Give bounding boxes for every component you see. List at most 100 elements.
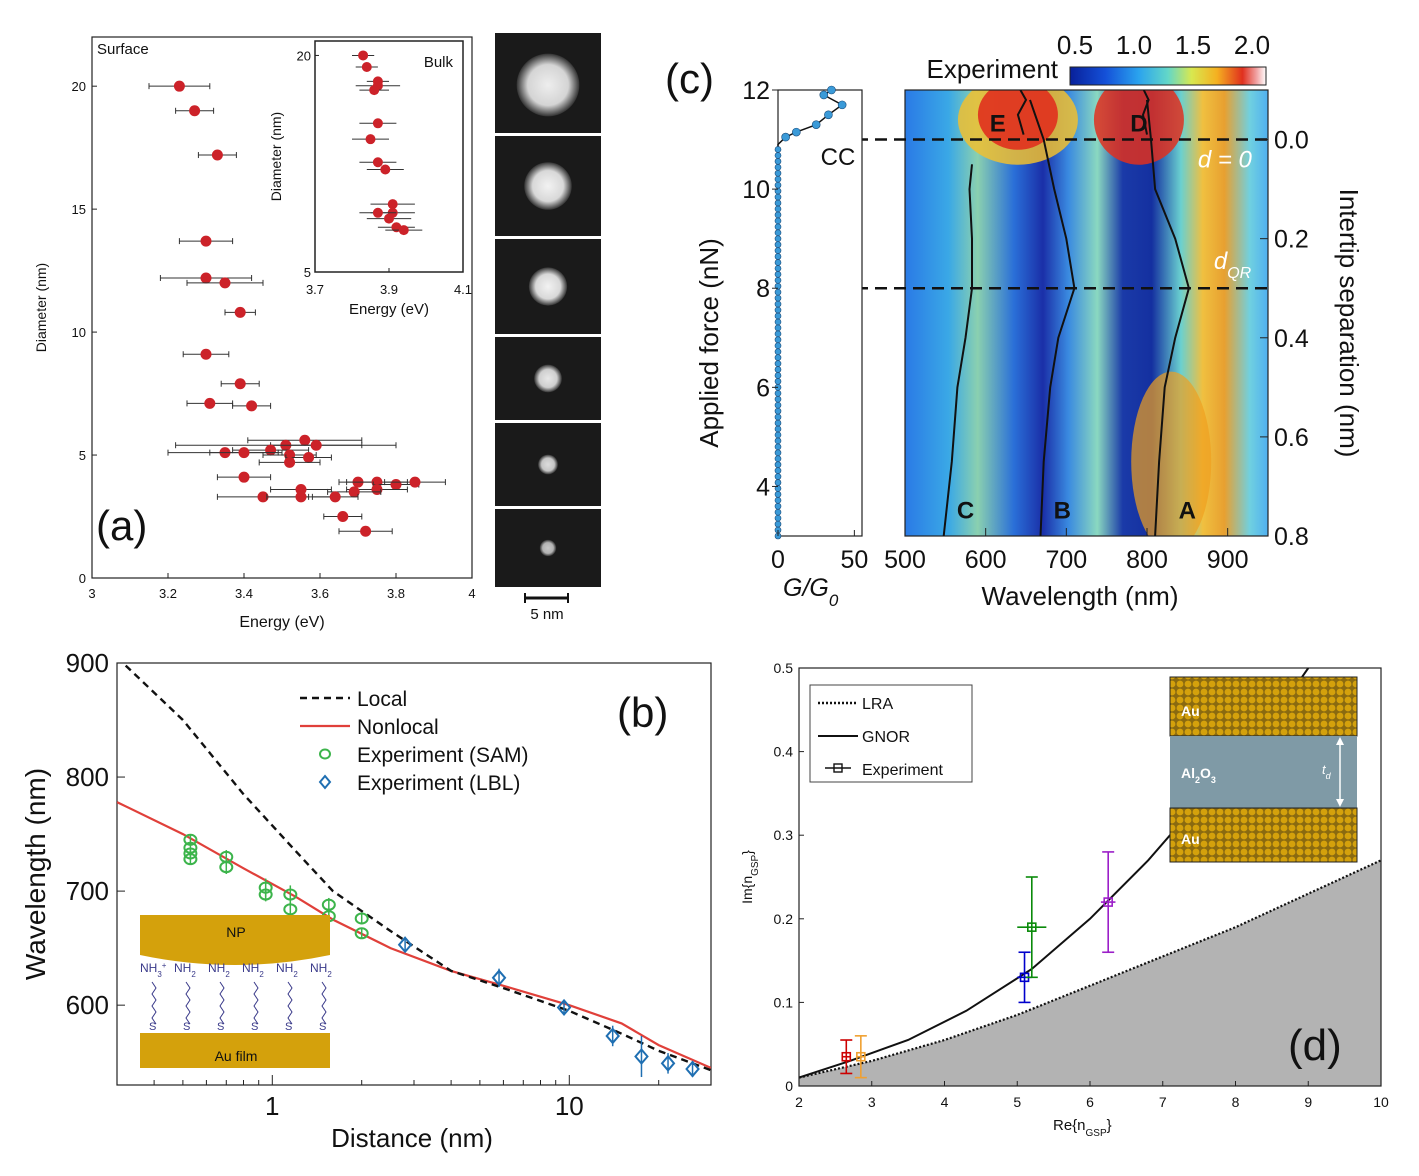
panel-c-right-label: Intertip separation (nm)	[1334, 189, 1364, 458]
au-bottom-label: Au	[1181, 831, 1200, 847]
panel-a-ytick-label: 0	[79, 571, 86, 586]
conductance-point	[827, 85, 836, 95]
conductance-point	[774, 271, 782, 278]
conductance-point	[774, 152, 782, 159]
conductance-point	[774, 241, 782, 248]
panel-a-xtick-label: 3.6	[311, 586, 329, 601]
conductance-point	[774, 235, 782, 242]
au-top-layer	[1169, 676, 1358, 737]
side-xtick-label: 50	[840, 546, 868, 574]
panel-c-ytick-label: 6	[756, 374, 770, 402]
conductance-point	[781, 132, 790, 142]
nh-label: NH2	[242, 961, 264, 979]
conductance-point	[774, 276, 782, 284]
conductance-point	[811, 120, 821, 129]
panel-a-inset-point	[380, 164, 391, 175]
nonlocal-curve	[117, 801, 711, 1069]
panel-c-xtick-label: 800	[1126, 546, 1168, 574]
panel-a-inset-xtick-label: 3.9	[380, 282, 398, 297]
panel-a-point	[303, 452, 315, 464]
panel-c-ytick-label: 8	[756, 275, 770, 303]
sam-point	[283, 903, 298, 916]
panel-b-ytick-label: 900	[66, 648, 109, 678]
conductance-point	[774, 169, 782, 177]
panel-b-ylabel: Wavelength (nm)	[20, 768, 51, 980]
sam-point	[219, 861, 234, 874]
sam-point	[354, 927, 369, 940]
mode-label: B	[1054, 497, 1071, 524]
conductance-point	[824, 110, 833, 120]
lbl-point	[397, 936, 413, 954]
conductance-point	[774, 318, 782, 326]
lbl-point	[605, 1027, 621, 1045]
panel-d-label: (d)	[1288, 1021, 1342, 1070]
alkyl-chain	[185, 981, 191, 1025]
conductance-point	[774, 389, 782, 397]
mode-label: E	[990, 111, 1006, 138]
conductance-point	[774, 247, 782, 254]
panel-a-inset-point	[372, 118, 383, 129]
panel-d-xtick-label: 8	[1232, 1094, 1240, 1110]
panel-c-right-tick-label: 0.0	[1274, 127, 1309, 155]
sam-point	[354, 912, 369, 925]
mode-label: D	[1130, 111, 1147, 138]
peak-trace	[1141, 90, 1150, 135]
panel-a-inset-point	[365, 134, 376, 145]
alkyl-chain	[219, 981, 225, 1025]
conductance-point	[774, 401, 782, 409]
colorbar-tick-label: 2.0	[1234, 30, 1270, 60]
panel-c-xtick-label: 600	[965, 546, 1007, 574]
conductance-point	[774, 366, 782, 373]
nh-label: NH3+	[140, 961, 167, 979]
panel-a-xtick-label: 3	[88, 586, 95, 601]
panel-a-point	[200, 348, 212, 360]
panel-a: 3 3.2 3.4 3.6 3.8 4 0 5 10 15 20 Energy (eV) Diamete…	[33, 36, 476, 631]
conductance-point	[774, 449, 782, 457]
panel-d: 2 3 4 5 6 7 8 9 10 0 0.1 0.2 0.3 0.4 0.5 Re{nGSP} Im{nGS…	[739, 660, 1389, 1139]
panel-a-point	[299, 434, 311, 446]
panel-d-xtick-label: 4	[941, 1094, 949, 1110]
panel-a-point	[295, 491, 307, 503]
conductance-point	[774, 265, 782, 272]
thiol-label: S	[251, 1021, 258, 1033]
panel-a-inset-ylabel: Diameter (nm)	[268, 112, 284, 201]
panel-d-legend-entry: Experiment	[862, 762, 943, 779]
panel-a-point	[234, 306, 246, 318]
np-label: NP	[226, 924, 245, 940]
panel-a-inset-xlabel: Energy (eV)	[349, 301, 429, 318]
sam-point	[183, 853, 198, 866]
panel-a-inset-point	[384, 213, 394, 224]
panel-a-inset-point	[387, 199, 398, 210]
panel-b-ytick-label: 800	[66, 762, 109, 792]
panel-a-point	[238, 471, 250, 483]
thiol-label: S	[217, 1021, 224, 1033]
nh-label: NH2	[276, 961, 298, 979]
panel-a-inset-point	[398, 225, 409, 236]
side-xtick-label: 0	[771, 546, 785, 574]
d-qr-annotation: dQR	[1214, 248, 1252, 282]
nh-label: NH2	[208, 961, 230, 979]
panel-a-ylabel: Diameter (nm)	[33, 263, 49, 352]
panel-c-right-tick-label: 0.4	[1274, 325, 1309, 353]
panel-a-point	[238, 447, 250, 459]
alkyl-chain	[253, 981, 259, 1025]
conductance-point	[774, 199, 782, 207]
panel-a-inset-ytick-label: 5	[304, 265, 311, 280]
panel-a-point	[200, 272, 212, 284]
panel-a-point	[310, 439, 322, 451]
panel-a-point	[348, 486, 360, 498]
conductance-point	[774, 461, 782, 468]
sam-point	[258, 888, 273, 901]
conductance-point	[774, 330, 782, 338]
panel-c-ylabel: Applied force (nN)	[694, 238, 724, 448]
conductance-point	[774, 413, 782, 421]
conductance-point	[774, 378, 782, 385]
nh-label: NH2	[174, 961, 196, 979]
heatmap-warm-a	[1131, 371, 1212, 536]
experiment-point	[1027, 922, 1037, 932]
panel-a-inset-ytick-label: 20	[297, 48, 311, 63]
panel-a-point	[204, 397, 216, 409]
lbl-point	[491, 969, 507, 987]
conductance-point	[774, 514, 782, 522]
conductance-point	[774, 479, 782, 486]
